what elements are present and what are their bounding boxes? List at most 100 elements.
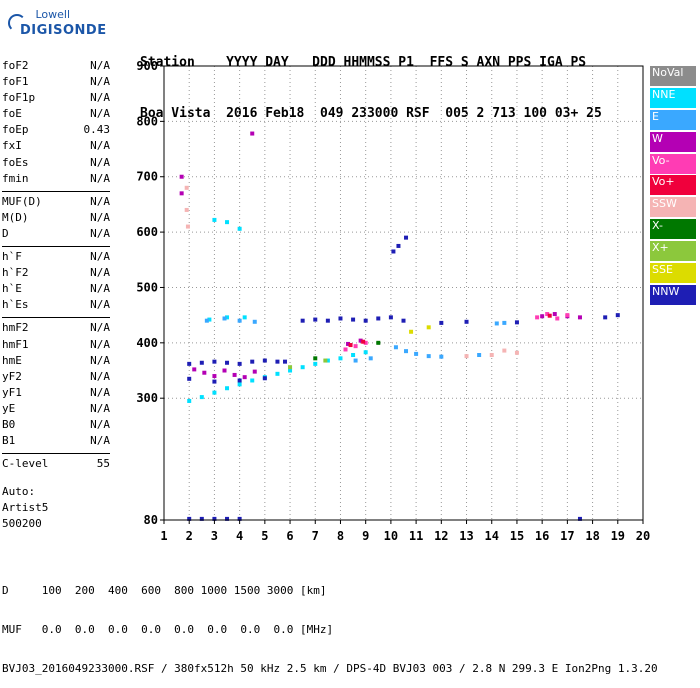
data-point bbox=[552, 312, 557, 317]
data-point bbox=[212, 359, 217, 364]
legend-item-w: W bbox=[650, 131, 696, 152]
series-x bbox=[288, 358, 328, 370]
data-point bbox=[212, 379, 217, 384]
data-point bbox=[262, 358, 267, 363]
param-name: foF1p bbox=[2, 91, 36, 105]
header-line-2: Boa Vista 2016 Feb18 049 233000 RSF 005 … bbox=[140, 106, 602, 121]
data-point bbox=[300, 365, 305, 370]
data-point bbox=[225, 360, 230, 365]
data-point bbox=[535, 315, 540, 320]
param-row-b0: B0 N/A bbox=[2, 417, 110, 433]
x-tick-label: 14 bbox=[485, 529, 499, 543]
data-point bbox=[187, 376, 192, 381]
data-point bbox=[222, 368, 227, 373]
data-point bbox=[502, 348, 507, 353]
data-point bbox=[237, 361, 242, 366]
param-row-fof1: foF1 N/A bbox=[2, 74, 110, 90]
data-point bbox=[225, 315, 230, 320]
data-point bbox=[401, 318, 406, 323]
data-point bbox=[237, 378, 242, 383]
legend: NoVal NNE E W Vo- Vo+ SSW X- X+ SSE NNW bbox=[650, 66, 696, 307]
data-point bbox=[313, 361, 318, 366]
param-name: hmE bbox=[2, 353, 22, 367]
footer-file-line: BVJ03_2016049233000.RSF / 380fx512h 50 k… bbox=[2, 662, 658, 675]
param-value: N/A bbox=[90, 75, 110, 89]
x-tick-label: 19 bbox=[611, 529, 625, 543]
x-tick-label: 8 bbox=[337, 529, 344, 543]
plot-frame bbox=[163, 65, 644, 521]
data-point bbox=[577, 516, 582, 521]
series-x bbox=[313, 340, 381, 361]
data-point bbox=[351, 317, 356, 322]
x-tick-label: 2 bbox=[186, 529, 193, 543]
data-point bbox=[300, 318, 305, 323]
data-point bbox=[338, 316, 343, 321]
param-row-fxi: fxI N/A bbox=[2, 138, 110, 154]
series-ssw bbox=[184, 185, 519, 359]
x-tick-label: 15 bbox=[510, 529, 524, 543]
data-points bbox=[179, 131, 620, 521]
param-value: N/A bbox=[90, 321, 110, 335]
divider bbox=[2, 317, 110, 319]
data-point bbox=[502, 320, 507, 325]
data-point bbox=[212, 217, 217, 222]
data-point bbox=[414, 351, 419, 356]
param-row-hf: h`F N/A bbox=[2, 249, 110, 265]
param-row-hmf1: hmF1 N/A bbox=[2, 337, 110, 353]
legend-item-noval: NoVal bbox=[650, 66, 696, 86]
param-row-md: M(D) N/A bbox=[2, 210, 110, 226]
data-point bbox=[275, 371, 280, 376]
param-value: N/A bbox=[90, 91, 110, 105]
param-name: fmin bbox=[2, 171, 29, 185]
data-point bbox=[250, 131, 255, 136]
param-name: yF2 bbox=[2, 369, 22, 383]
param-name: yF1 bbox=[2, 385, 22, 399]
param-row-foe: foE N/A bbox=[2, 106, 110, 122]
data-point bbox=[252, 369, 257, 374]
footer: D 100 200 400 600 800 1000 1500 3000 [km… bbox=[2, 558, 658, 688]
data-point bbox=[179, 174, 184, 179]
param-row-yf1: yF1 N/A bbox=[2, 385, 110, 401]
data-point bbox=[199, 360, 204, 365]
data-point bbox=[464, 319, 469, 324]
x-tick-label: 10 bbox=[384, 529, 398, 543]
data-point bbox=[409, 329, 414, 334]
data-point bbox=[187, 361, 192, 366]
legend-item-e: E bbox=[650, 109, 696, 130]
auto-line-2: Artist5 bbox=[2, 501, 49, 514]
param-row-hes: h`Es N/A bbox=[2, 297, 110, 313]
param-value: N/A bbox=[90, 210, 110, 224]
parameter-panel: foF2 N/A foF1 N/A foF1p N/A foE N/A foEp 0.43 fxI N… bbox=[2, 58, 110, 472]
param-value: N/A bbox=[90, 401, 110, 415]
param-row-hf2: h`F2 N/A bbox=[2, 265, 110, 281]
param-value: N/A bbox=[90, 139, 110, 153]
x-tick-label: 7 bbox=[312, 529, 319, 543]
param-row-fof2: foF2 N/A bbox=[2, 58, 110, 74]
param-name: fxI bbox=[2, 139, 22, 153]
param-name: foEs bbox=[2, 155, 29, 169]
data-point bbox=[404, 349, 409, 354]
data-point bbox=[615, 313, 620, 318]
data-point bbox=[242, 375, 247, 380]
legend-item-x: X+ bbox=[650, 241, 696, 262]
data-point bbox=[262, 376, 267, 381]
param-value: N/A bbox=[90, 385, 110, 399]
data-point bbox=[222, 316, 227, 321]
param-name: B1 bbox=[2, 434, 16, 448]
data-point bbox=[192, 367, 197, 372]
param-name: foE bbox=[2, 107, 22, 121]
data-point bbox=[353, 344, 358, 349]
data-point bbox=[426, 325, 431, 330]
data-point bbox=[225, 516, 230, 521]
param-row-b1: B1 N/A bbox=[2, 433, 110, 449]
data-point bbox=[212, 374, 217, 379]
data-point bbox=[237, 226, 242, 231]
param-row-hme: hmE N/A bbox=[2, 353, 110, 369]
param-name: h`F2 bbox=[2, 266, 29, 280]
data-point bbox=[225, 386, 230, 391]
x-tick-label: 1 bbox=[160, 529, 167, 543]
x-tick-label: 16 bbox=[535, 529, 549, 543]
series-sse bbox=[409, 325, 431, 334]
param-value: N/A bbox=[90, 353, 110, 367]
y-tick-label: 700 bbox=[136, 170, 158, 184]
